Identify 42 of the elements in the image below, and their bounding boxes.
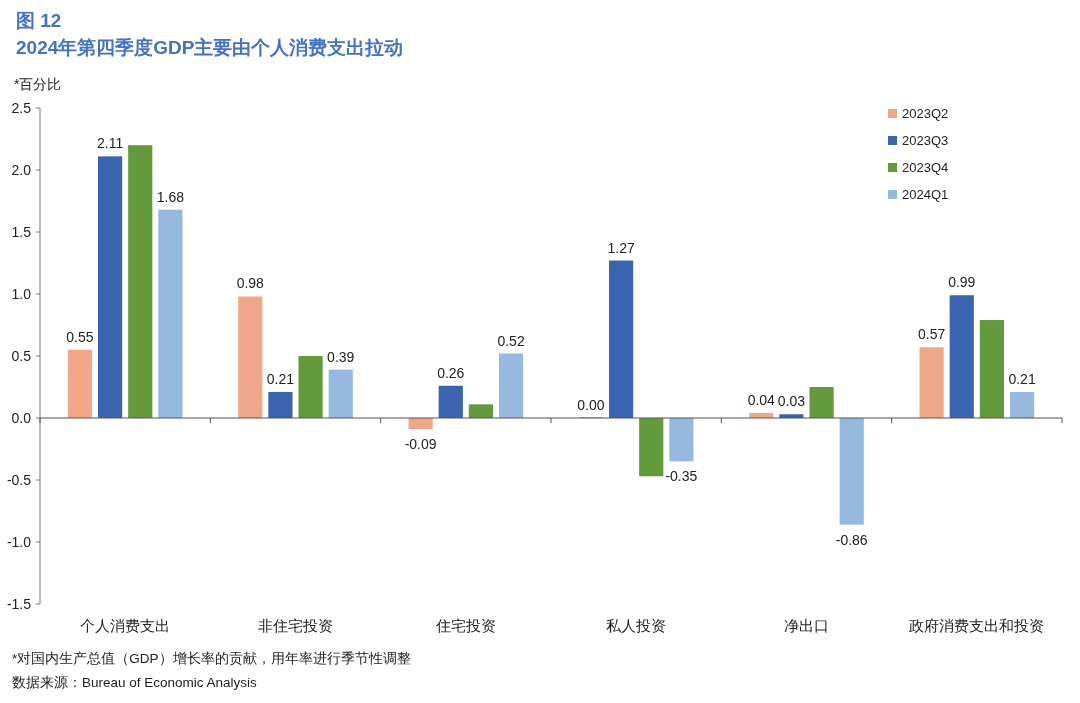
y-tick-label: 0.5: [11, 348, 32, 364]
x-tick-label: 非住宅投资: [258, 617, 333, 634]
data-label: 1.27: [607, 239, 635, 256]
y-tick-label: 2.0: [11, 162, 32, 178]
data-label: 0.03: [777, 393, 806, 410]
chart-title: 图 12: [16, 10, 62, 31]
data-label: 0.98: [236, 275, 265, 292]
data-label: 0.21: [266, 370, 295, 387]
y-axis-title: *百分比: [14, 76, 62, 92]
legend-label: 2023Q2: [902, 106, 949, 121]
chart-subtitle: 2024年第四季度GDP主要由个人消费支出拉动: [16, 37, 404, 58]
y-tick-label: 1.0: [11, 286, 32, 302]
data-label: -0.09: [404, 436, 437, 453]
data-label: 2.11: [96, 135, 124, 152]
legend-label: 2024Q1: [902, 187, 949, 202]
x-tick-label: 政府消费支出和投资: [909, 617, 1045, 634]
data-label: 0.26: [437, 364, 465, 381]
source-note: 数据来源：Bureau of Economic Analysis: [12, 675, 258, 690]
data-label: 0.04: [747, 392, 776, 409]
data-label: 1.68: [156, 188, 185, 205]
y-tick-label: 0.0: [11, 410, 32, 426]
data-label: -0.35: [665, 468, 698, 485]
data-label: 0.57: [917, 326, 946, 343]
y-tick-label: -1.0: [6, 534, 32, 550]
text: *对国内生产总值（GDP）增长率的贡献，用年率进行季节性调整: [12, 651, 411, 666]
data-label: 0.21: [1008, 370, 1036, 387]
y-tick-label: 2.5: [11, 100, 32, 116]
data-label: 0.99: [948, 274, 976, 291]
y-tick-label: -1.5: [6, 596, 32, 612]
legend-label: 2023Q3: [902, 133, 949, 148]
x-tick-label: 住宅投资: [434, 617, 496, 634]
x-tick-label: 私人投资: [606, 617, 667, 634]
data-label: 0.55: [66, 328, 94, 345]
y-tick-label: -0.5: [6, 472, 32, 488]
data-label: -0.86: [835, 531, 868, 548]
data-label: 0.52: [497, 332, 525, 349]
x-tick-label: 个人消费支出: [80, 617, 171, 634]
data-label: 0.00: [577, 397, 605, 413]
y-tick-label: 1.5: [11, 224, 32, 240]
data-label: 0.39: [327, 348, 355, 365]
x-tick-label: 净出口: [784, 617, 829, 634]
legend-label: 2023Q4: [902, 160, 949, 175]
